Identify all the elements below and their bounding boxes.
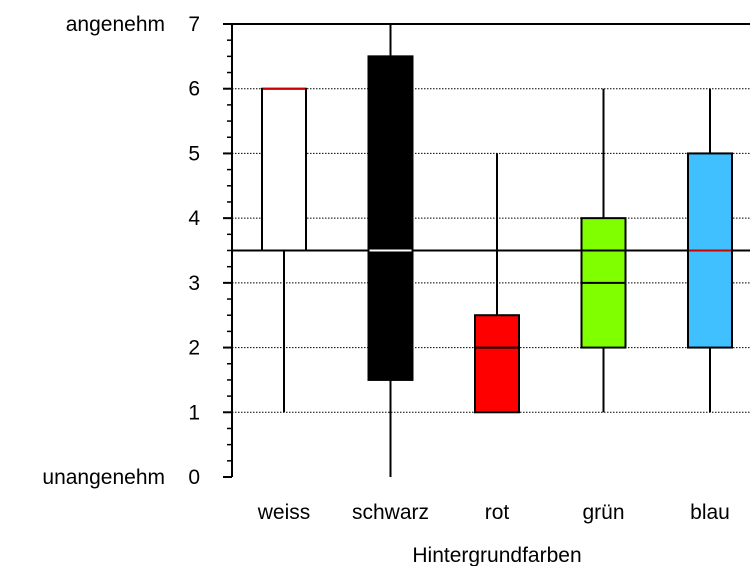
x-tick-label: blau bbox=[690, 501, 730, 524]
box-rot bbox=[474, 314, 520, 414]
x-tick-label: rot bbox=[485, 501, 510, 524]
x-axis-title: Hintergrundfarben bbox=[412, 544, 581, 566]
y-tick-label: 4 bbox=[188, 207, 200, 230]
box-weiss bbox=[261, 87, 307, 252]
x-tick-label: schwarz bbox=[352, 501, 429, 524]
y-tick-label: 0 bbox=[188, 466, 200, 489]
y-tick-label: 1 bbox=[188, 401, 200, 424]
y-tick-label: 6 bbox=[188, 78, 200, 101]
x-tick-label: grün bbox=[582, 501, 624, 524]
y-tick-label: 2 bbox=[188, 337, 200, 360]
box-schwarz bbox=[367, 55, 414, 381]
y-tick-label: 7 bbox=[188, 13, 200, 36]
label-layer: 0 1 2 3 4 5 6 7 angenehm unangenehm weiss schwarz ro… bbox=[42, 13, 730, 567]
y-tick-label: 3 bbox=[188, 272, 200, 295]
y-end-label-top: angenehm bbox=[66, 13, 165, 36]
x-tick-label: weiss bbox=[257, 501, 311, 524]
y-tick-label: 5 bbox=[188, 142, 200, 165]
y-end-label-bottom: unangenehm bbox=[42, 466, 165, 489]
box-layer bbox=[232, 24, 750, 477]
